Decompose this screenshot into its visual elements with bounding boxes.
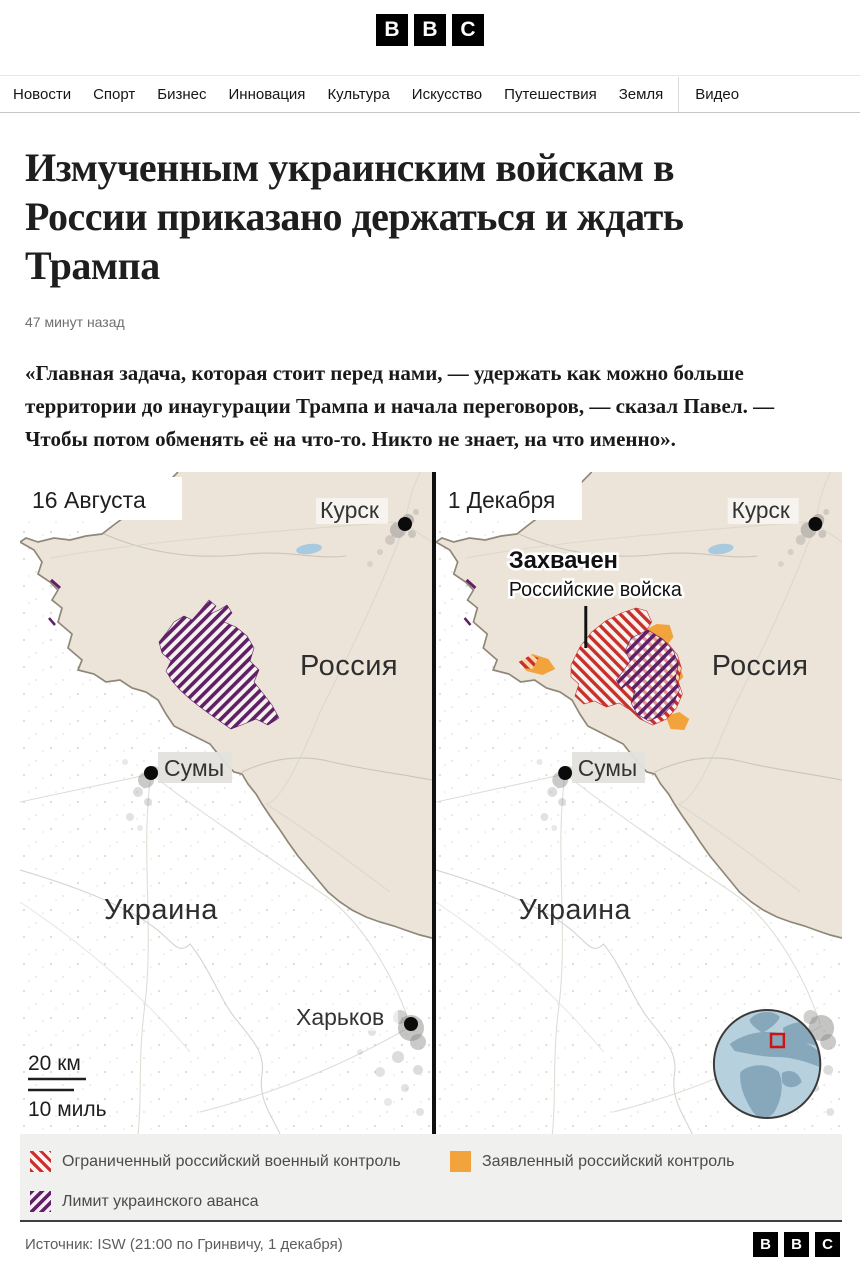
nav-item-zemlya[interactable]: Земля	[618, 85, 664, 103]
bbc-logo-letter: C	[452, 14, 484, 46]
kharkiv-label-bg	[292, 1004, 398, 1031]
date-label-august: 16 Августа	[32, 487, 146, 513]
svg-text:Захвачен: Захвачен	[509, 547, 618, 574]
svg-text:10 миль: 10 миль	[28, 1098, 107, 1121]
headline-line: России приказано держаться и ждать	[25, 194, 684, 239]
ukrainian-advance-area	[615, 629, 680, 722]
masthead: B B C	[0, 0, 860, 75]
svg-text:Российские войска: Российские войска	[509, 579, 683, 601]
legend-label: Лимит украинского аванса	[62, 1192, 259, 1210]
article-timestamp: 47 минут назад	[25, 314, 125, 330]
bbc-logo-letter: C	[815, 1231, 840, 1257]
map-divider	[432, 472, 436, 1134]
nav-item-video[interactable]: Видео	[678, 76, 750, 112]
map-december: Захвачен Российские войска 1 Декабр	[436, 472, 842, 1134]
legend-item: Ограниченный российский военный контроль	[30, 1145, 842, 1178]
nav-item-innovacia[interactable]: Инновация	[228, 85, 306, 103]
ukrainian-advance-area	[158, 599, 280, 730]
nav-item-puteshestviya[interactable]: Путешествия	[504, 85, 597, 103]
map-graphic: Харьков 20 км 10 миль 16 Августа	[20, 472, 842, 1266]
article: Измученным украинским войскам в России п…	[0, 143, 860, 456]
bbc-logo-letter: B	[753, 1231, 778, 1257]
kharkiv-label: Харьков	[296, 1004, 384, 1030]
bbc-logo-letter: B	[376, 14, 408, 46]
comparison-maps: Харьков 20 км 10 миль 16 Августа	[20, 472, 842, 1134]
date-label-bg	[20, 477, 182, 520]
nav-item-novosti[interactable]: Новости	[13, 85, 72, 103]
primary-nav: Новости Спорт Бизнес Инновация Культура …	[0, 75, 860, 113]
kharkiv-dot	[404, 1017, 418, 1031]
bbc-logo-letter: B	[414, 14, 446, 46]
legend-label: Заявленный российский контроль	[482, 1152, 735, 1170]
legend-item: Лимит украинского аванса	[30, 1185, 842, 1218]
headline-line: Измученным украинским войскам в	[25, 145, 675, 190]
nav-item-iskusstvo[interactable]: Искусство	[411, 85, 483, 103]
date-label-bg	[436, 477, 582, 520]
svg-text:20 км: 20 км	[28, 1052, 81, 1075]
graphic-footer: Источник: ISW (21:00 по Гринвичу, 1 дека…	[20, 1222, 842, 1266]
graphic-rule	[20, 1220, 842, 1222]
purple-hatch-swatch	[30, 1191, 51, 1212]
legend-label: Ограниченный российский военный контроль	[62, 1152, 401, 1170]
globe-locator	[712, 1009, 822, 1119]
scale-bar: 20 км 10 миль	[28, 1052, 107, 1121]
nav-item-biznes[interactable]: Бизнес	[157, 85, 207, 103]
date-label-december: 1 Декабря	[448, 487, 555, 513]
nav-item-kultura[interactable]: Культура	[327, 85, 390, 103]
nav-item-sport[interactable]: Спорт	[93, 85, 136, 103]
bbc-footer-logo: B B C	[753, 1231, 840, 1257]
orange-swatch	[450, 1151, 471, 1172]
legend-item: Заявленный российский контроль	[450, 1145, 735, 1178]
bbc-logo[interactable]: B B C	[376, 14, 484, 46]
headline-line: Трампа	[25, 243, 160, 288]
globe-region-marker	[769, 1032, 786, 1049]
page-title: Измученным украинским войскам в России п…	[25, 143, 835, 290]
map-legend: Ограниченный российский военный контроль…	[20, 1134, 842, 1220]
captured-annotation: Захвачен Российские войска	[506, 544, 685, 648]
russian-limited-control-west	[518, 655, 539, 669]
source-credit: Источник: ISW (21:00 по Гринвичу, 1 дека…	[25, 1235, 343, 1253]
red-hatch-swatch	[30, 1151, 51, 1172]
map-august: Харьков 20 км 10 миль 16 Августа	[20, 472, 432, 1134]
bbc-logo-letter: B	[784, 1231, 809, 1257]
article-lede: «Главная задача, которая стоит перед нам…	[25, 361, 775, 451]
